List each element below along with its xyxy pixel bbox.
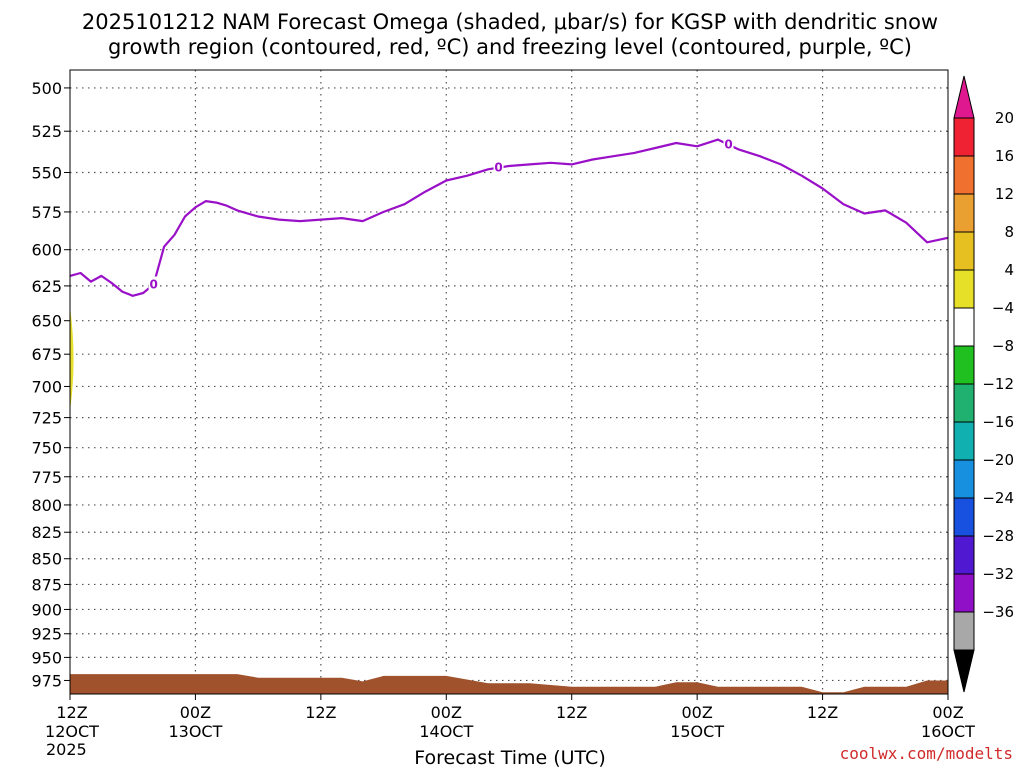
- x-tick-date-label: 16OCT: [921, 722, 975, 741]
- colorbar-label: 16: [995, 147, 1014, 165]
- y-tick-label: 750: [31, 439, 62, 458]
- y-axis: 500 525 550 575 600 625 650 675 700 725 750 775 800 8…: [31, 79, 70, 690]
- y-tick-label: 550: [31, 163, 62, 182]
- colorbar-label: −24: [982, 489, 1014, 507]
- x-tick-year-label: 2025: [46, 740, 87, 759]
- colorbar-label: −12: [982, 375, 1014, 393]
- contour-label-bg: [723, 136, 734, 152]
- y-tick-label: 675: [31, 345, 62, 364]
- y-tick-label: 825: [31, 523, 62, 542]
- colorbar-segment: [953, 307, 975, 347]
- y-tick-label: 875: [31, 575, 62, 594]
- x-tick-date-label: 12OCT: [45, 722, 99, 741]
- colorbar-label: 8: [1004, 223, 1014, 241]
- colorbar-segment: [953, 573, 975, 613]
- y-tick-label: 700: [31, 377, 62, 396]
- y-tick-label: 725: [31, 409, 62, 428]
- y-tick-label: 600: [31, 241, 62, 260]
- contour-label: 0: [149, 277, 157, 291]
- y-tick-label: 775: [31, 468, 62, 487]
- contour-label-bg: [148, 276, 159, 292]
- colorbar-segment: [953, 497, 975, 537]
- y-tick-label: 500: [31, 79, 62, 98]
- y-tick-label: 575: [31, 203, 62, 222]
- colorbar-segment: [953, 117, 975, 157]
- x-tick-label: 12Z: [807, 703, 838, 722]
- colorbar-label: 12: [995, 185, 1014, 203]
- colorbar-label: 4: [1004, 261, 1014, 279]
- colorbar-label: −36: [982, 603, 1014, 621]
- omega-shading: [70, 306, 74, 412]
- terrain-area: [70, 674, 948, 694]
- colorbar-label: −20: [982, 451, 1014, 469]
- colorbar-segment: [953, 459, 975, 499]
- omega-shade-patch: [70, 306, 74, 412]
- y-tick-label: 900: [31, 600, 62, 619]
- colorbar-segment: [953, 383, 975, 423]
- x-tick-date-label: 13OCT: [168, 722, 222, 741]
- y-tick-label: 800: [31, 496, 62, 515]
- y-tick-label: 950: [31, 648, 62, 667]
- colorbar-label: 20: [995, 109, 1014, 127]
- colorbar-segment: [953, 269, 975, 309]
- terrain-fill: [70, 674, 948, 694]
- x-tick-label: 00Z: [932, 703, 963, 722]
- x-tick-label: 00Z: [431, 703, 462, 722]
- x-tick-date-label: 15OCT: [670, 722, 724, 741]
- colorbar-top-arrow: [953, 75, 975, 119]
- contour-label-bg: [493, 159, 504, 175]
- x-tick-label: 12Z: [556, 703, 587, 722]
- contour-label: 0: [724, 138, 732, 152]
- x-axis-title: Forecast Time (UTC): [414, 747, 605, 768]
- colorbar-label: −16: [982, 413, 1014, 431]
- x-tick-date-label: 14OCT: [419, 722, 473, 741]
- colorbar-label: −4: [992, 299, 1014, 317]
- plot-frame: [69, 69, 949, 695]
- freezing-level-line: [69, 138, 949, 297]
- colorbar-label: −8: [992, 337, 1014, 355]
- watermark-text: coolwx.com/modelts: [840, 744, 1013, 763]
- x-tick-label: 00Z: [180, 703, 211, 722]
- y-tick-label: 625: [31, 277, 62, 296]
- colorbar-segment: [953, 611, 975, 651]
- x-tick-label: 12Z: [305, 703, 336, 722]
- chart-title-line2: growth region (contoured, red, ºC) and f…: [108, 35, 912, 59]
- freezing-level-contour: 0 0 0: [69, 136, 949, 297]
- contour-label: 0: [494, 161, 502, 175]
- colorbar-segment: [953, 193, 975, 233]
- chart-title-line1: 2025101212 NAM Forecast Omega (shaded, μ…: [82, 10, 938, 34]
- x-tick-label: 12Z: [56, 703, 87, 722]
- y-tick-label: 650: [31, 312, 62, 331]
- colorbar-segment: [953, 231, 975, 271]
- y-tick-label: 925: [31, 625, 62, 644]
- x-tick-label: 00Z: [681, 703, 712, 722]
- colorbar-label: −28: [982, 527, 1014, 545]
- colorbar-bottom-arrow: [953, 649, 975, 693]
- colorbar-segment: [953, 421, 975, 461]
- colorbar: 20 16 12 8 4 −4 −8 −12 −16 −20 −24 −28 −32 −36: [953, 75, 1014, 693]
- y-tick-label: 850: [31, 550, 62, 569]
- y-tick-label: 525: [31, 122, 62, 141]
- y-tick-label: 975: [31, 671, 62, 690]
- colorbar-label: −32: [982, 565, 1014, 583]
- colorbar-segment: [953, 535, 975, 575]
- colorbar-segment: [953, 155, 975, 195]
- colorbar-segment: [953, 345, 975, 385]
- gridlines: [70, 70, 948, 694]
